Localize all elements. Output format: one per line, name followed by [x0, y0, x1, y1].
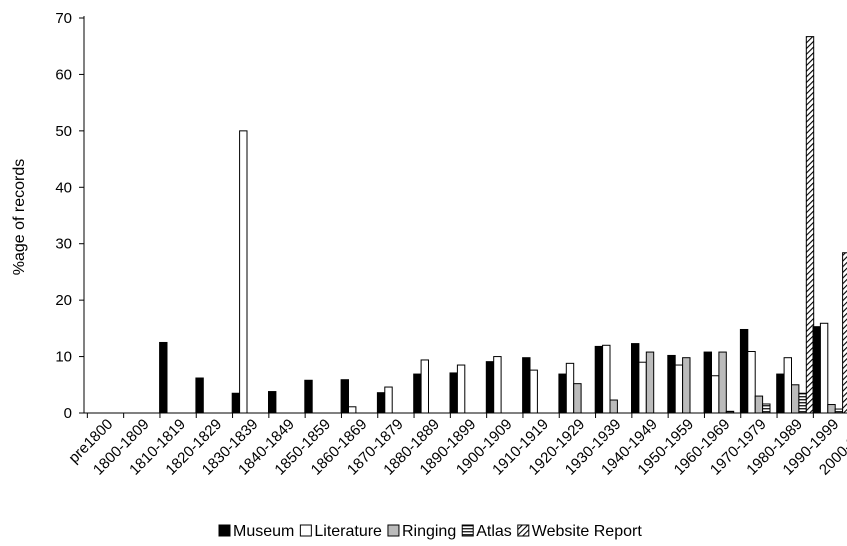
y-tick-label: 40: [55, 179, 72, 196]
bar-literature: [711, 375, 720, 414]
bar-atlas: [834, 408, 844, 414]
bar-literature: [239, 130, 248, 414]
bar-literature: [529, 369, 538, 414]
bar-museum: [376, 392, 386, 414]
bar-ringing: [827, 404, 836, 414]
bar-museum: [739, 328, 749, 414]
legend-swatch-literature: [299, 524, 312, 537]
bar-ringing: [754, 395, 764, 414]
bar-ringing: [718, 351, 727, 414]
y-tick-label: 70: [55, 10, 72, 27]
bars: [159, 36, 847, 414]
bar-ringing: [573, 383, 582, 414]
bar-ringing: [791, 384, 800, 414]
legend-label-atlas: Atlas: [476, 523, 512, 540]
legend-label-museum: Museum: [233, 523, 294, 540]
bar-museum: [776, 373, 785, 414]
bar-literature: [420, 359, 430, 414]
bar-museum: [812, 326, 821, 414]
bar-museum: [340, 379, 350, 414]
bar-museum: [631, 343, 640, 414]
bar-museum: [667, 354, 676, 414]
bar-museum: [522, 357, 531, 414]
bar-museum: [449, 372, 458, 414]
bar-literature: [493, 356, 502, 414]
legend-swatch-atlas: [461, 524, 474, 537]
legend-swatch-museum: [218, 524, 231, 537]
bar-literature: [747, 350, 756, 414]
bar-literature: [348, 406, 357, 414]
bar-literature: [819, 322, 829, 414]
bar-ringing: [609, 399, 618, 414]
legend-label-website-report: Website Report: [532, 523, 643, 540]
bar-museum: [195, 377, 204, 414]
legend-swatch-website-report: [517, 524, 530, 537]
y-tick-label: 0: [64, 405, 72, 422]
y-tick-label: 30: [55, 236, 72, 253]
bar-literature: [783, 357, 792, 414]
bar-museum: [703, 351, 712, 414]
bar-museum: [231, 392, 241, 414]
legend: Museum Literature Ringing Atlas Website Repo…: [218, 523, 643, 540]
y-tick-label: 20: [55, 292, 72, 309]
bar-website-report: [842, 252, 847, 414]
bar-website-report: [805, 36, 815, 414]
bar-literature: [602, 344, 611, 414]
bar-literature: [565, 362, 575, 414]
y-tick-labels: 0 10 20 30 40 50 60 70: [55, 10, 72, 422]
x-tick-labels: pre18001800-18091810-18191820-18291830-1…: [65, 416, 847, 479]
legend-swatch-ringing: [387, 524, 400, 537]
bar-ringing: [645, 351, 655, 414]
bar-ringing: [682, 357, 691, 414]
y-tick-label: 10: [55, 349, 72, 366]
bar-museum: [159, 341, 168, 414]
bar-atlas: [798, 392, 807, 414]
bar-museum: [558, 373, 567, 414]
bar-literature: [638, 361, 647, 414]
axes: [79, 16, 847, 418]
bar-museum: [594, 345, 604, 414]
legend-label-literature: Literature: [314, 523, 382, 540]
bar-literature: [674, 364, 684, 414]
bar-museum: [304, 379, 313, 414]
bar-museum: [268, 391, 277, 414]
bar-atlas: [725, 410, 735, 414]
bar-museum: [413, 373, 422, 414]
bar-literature: [384, 386, 393, 414]
bar-atlas: [762, 403, 771, 414]
y-tick-label: 50: [55, 123, 72, 140]
bar-literature: [456, 364, 466, 414]
bar-museum: [485, 361, 495, 414]
y-axis-label: %age of records: [11, 159, 28, 276]
legend-label-ringing: Ringing: [402, 523, 456, 540]
y-tick-label: 60: [55, 66, 72, 83]
